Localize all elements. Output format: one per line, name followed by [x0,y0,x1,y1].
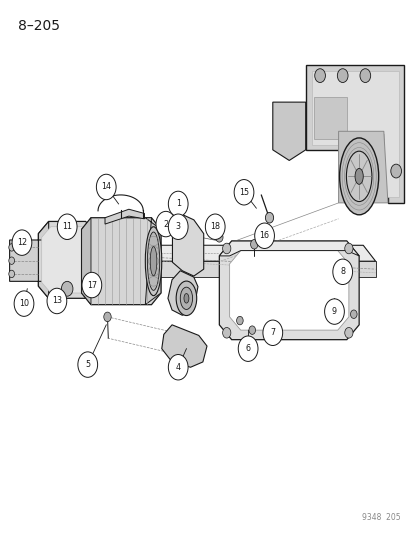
Circle shape [61,281,73,296]
Text: 11: 11 [62,222,72,231]
Circle shape [12,230,32,255]
Ellipse shape [145,227,161,296]
Circle shape [215,232,223,242]
Circle shape [78,352,97,377]
Circle shape [324,299,344,324]
Polygon shape [145,217,161,305]
Text: 10: 10 [19,299,29,308]
Ellipse shape [354,168,362,184]
Circle shape [168,214,188,239]
Polygon shape [42,227,93,293]
Circle shape [248,326,255,334]
Text: 1: 1 [175,199,180,208]
Circle shape [236,317,242,325]
Text: 18: 18 [210,222,220,231]
Circle shape [156,212,176,237]
Ellipse shape [180,287,192,310]
Polygon shape [161,325,206,367]
Circle shape [222,327,230,338]
Circle shape [314,69,325,83]
Ellipse shape [183,294,188,303]
Text: 9348  205: 9348 205 [361,513,399,522]
Circle shape [254,223,274,248]
Text: 12: 12 [17,238,27,247]
Circle shape [9,270,14,278]
Text: 5: 5 [85,360,90,369]
Polygon shape [219,241,358,340]
Circle shape [234,180,253,205]
Circle shape [61,224,73,239]
Polygon shape [311,71,399,197]
Circle shape [14,291,34,317]
Text: 16: 16 [259,231,269,240]
Polygon shape [81,217,91,305]
Polygon shape [272,102,305,160]
Circle shape [250,239,257,249]
Text: 13: 13 [52,296,62,305]
Circle shape [168,354,188,380]
Polygon shape [105,209,144,224]
Text: 2: 2 [163,220,168,229]
Ellipse shape [150,247,157,276]
Circle shape [82,272,102,298]
Ellipse shape [339,138,378,215]
Text: 6: 6 [245,344,250,353]
Circle shape [344,327,352,338]
Text: 9: 9 [331,307,336,316]
Circle shape [9,257,14,264]
Polygon shape [338,131,387,203]
Polygon shape [313,97,346,139]
Ellipse shape [176,281,196,316]
Text: 17: 17 [87,280,97,289]
Circle shape [237,336,257,361]
Polygon shape [229,251,348,330]
Polygon shape [81,217,161,305]
Polygon shape [9,221,49,298]
Text: 14: 14 [101,182,111,191]
Polygon shape [305,65,404,203]
Circle shape [350,310,356,318]
Polygon shape [168,271,197,316]
Circle shape [344,243,352,254]
Circle shape [168,191,188,216]
Ellipse shape [147,232,159,290]
Circle shape [104,312,111,321]
Text: 15: 15 [238,188,249,197]
Circle shape [96,174,116,200]
Polygon shape [172,215,203,276]
Circle shape [390,164,401,178]
Polygon shape [77,245,375,261]
Circle shape [9,244,14,251]
Text: 8: 8 [339,268,344,276]
Polygon shape [38,221,96,298]
Text: 8–205: 8–205 [18,19,60,33]
Text: 3: 3 [175,222,180,231]
Polygon shape [77,245,90,277]
Circle shape [262,320,282,345]
Text: 7: 7 [270,328,275,337]
Circle shape [47,288,66,314]
Ellipse shape [346,151,371,201]
Circle shape [205,214,225,239]
Circle shape [222,243,230,254]
Polygon shape [90,261,375,277]
Circle shape [337,69,347,83]
Circle shape [359,69,370,83]
Circle shape [92,285,100,296]
Circle shape [57,214,77,239]
Circle shape [265,213,273,223]
Polygon shape [219,241,358,256]
Text: 4: 4 [175,363,180,372]
Circle shape [332,259,352,285]
